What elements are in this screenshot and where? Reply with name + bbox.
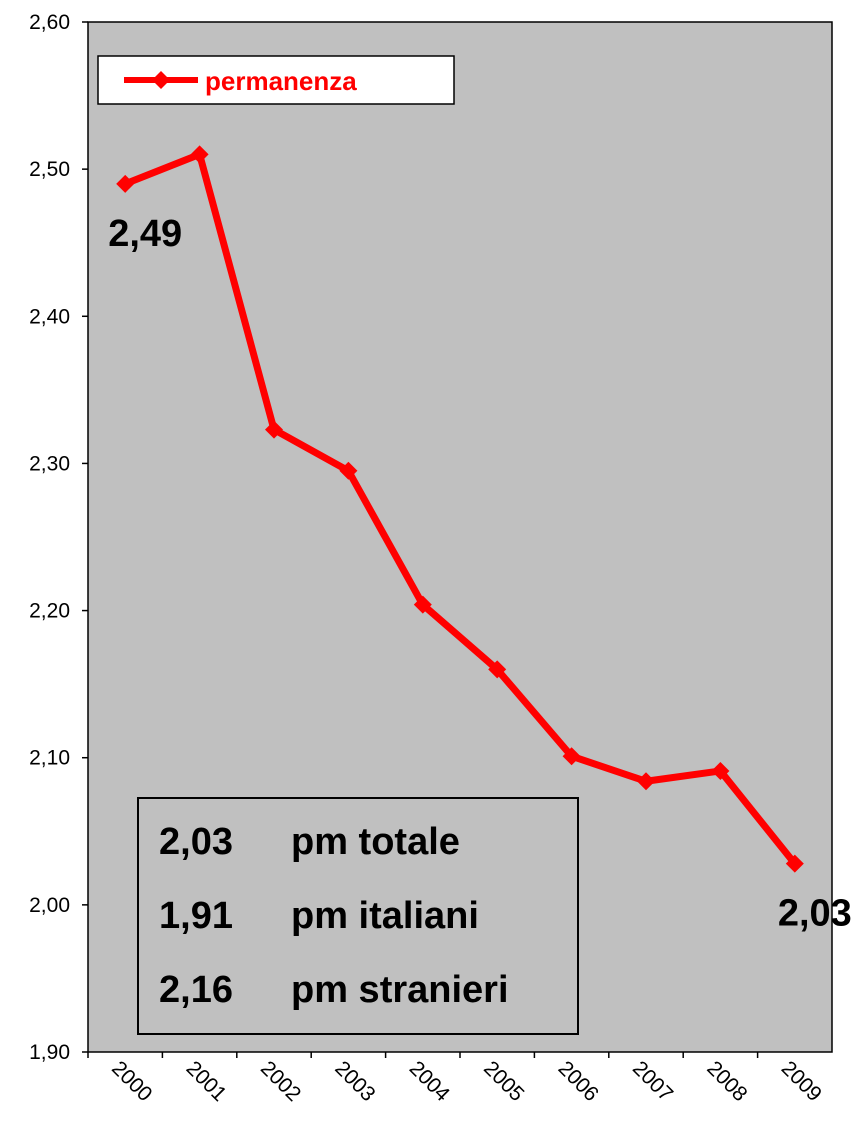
- y-tick-label: 2,10: [29, 747, 70, 770]
- legend-marker-swatch: [152, 71, 170, 89]
- x-tick-label: 2003: [330, 1057, 379, 1106]
- summary-label: pm totale: [291, 821, 460, 863]
- y-tick-label: 2,60: [29, 11, 70, 34]
- x-tick-label: 2008: [702, 1057, 751, 1106]
- y-tick-label: 2,50: [29, 158, 70, 181]
- summary-label: pm italiani: [291, 895, 479, 937]
- data-labels: 2,49 2,03: [108, 213, 852, 935]
- x-axis: 2000 2001 2002 2003 2004 2005 2006 2007 2008 2009: [87, 1052, 826, 1107]
- summary-row-italiani: 1,91 pm italiani: [159, 895, 479, 938]
- y-tick-label: 1,90: [29, 1041, 70, 1064]
- series-line: [123, 150, 798, 866]
- summary-row-stranieri: 2,16 pm stranieri: [159, 969, 509, 1012]
- data-point: [339, 461, 358, 480]
- summary-value: 1,91: [159, 895, 233, 937]
- data-point: [265, 420, 283, 439]
- data-point: [488, 660, 507, 679]
- x-tick-label: 2006: [554, 1057, 603, 1106]
- x-tick-label: 2000: [107, 1057, 156, 1106]
- x-tick-label: 2009: [777, 1057, 826, 1106]
- x-tick-label: 2002: [256, 1057, 305, 1106]
- y-tick-label: 2,20: [29, 600, 70, 623]
- data-point: [413, 595, 432, 614]
- y-axis: 1,90 2,00 2,10 2,20 2,30 2,40 2,50 2,60: [29, 11, 88, 1064]
- data-point: [190, 145, 209, 164]
- x-tick-label: 2004: [405, 1057, 455, 1107]
- data-label: 2,03: [778, 893, 852, 935]
- y-tick-label: 2,30: [29, 452, 70, 475]
- x-tick-label: 2005: [479, 1057, 528, 1106]
- series-permanenza: [116, 145, 804, 873]
- summary-box: 2,03 pm totale 1,91 pm italiani 2,16 pm str…: [137, 797, 579, 1035]
- summary-value: 2,03: [159, 821, 233, 863]
- data-point: [116, 174, 135, 193]
- data-point: [711, 761, 730, 780]
- legend-label: permanenza: [205, 66, 357, 96]
- x-tick-label: 2001: [182, 1057, 231, 1106]
- summary-label: pm stranieri: [291, 969, 509, 1011]
- summary-row-totale: 2,03 pm totale: [159, 821, 460, 864]
- data-point: [562, 747, 581, 766]
- y-tick-label: 2,00: [29, 894, 70, 917]
- data-point: [785, 854, 804, 873]
- legend: permanenza: [97, 55, 455, 105]
- data-label: 2,49: [108, 213, 182, 255]
- data-point: [637, 772, 655, 791]
- x-tick-label: 2007: [628, 1057, 677, 1106]
- summary-value: 2,16: [159, 969, 233, 1011]
- y-tick-label: 2,40: [29, 305, 70, 328]
